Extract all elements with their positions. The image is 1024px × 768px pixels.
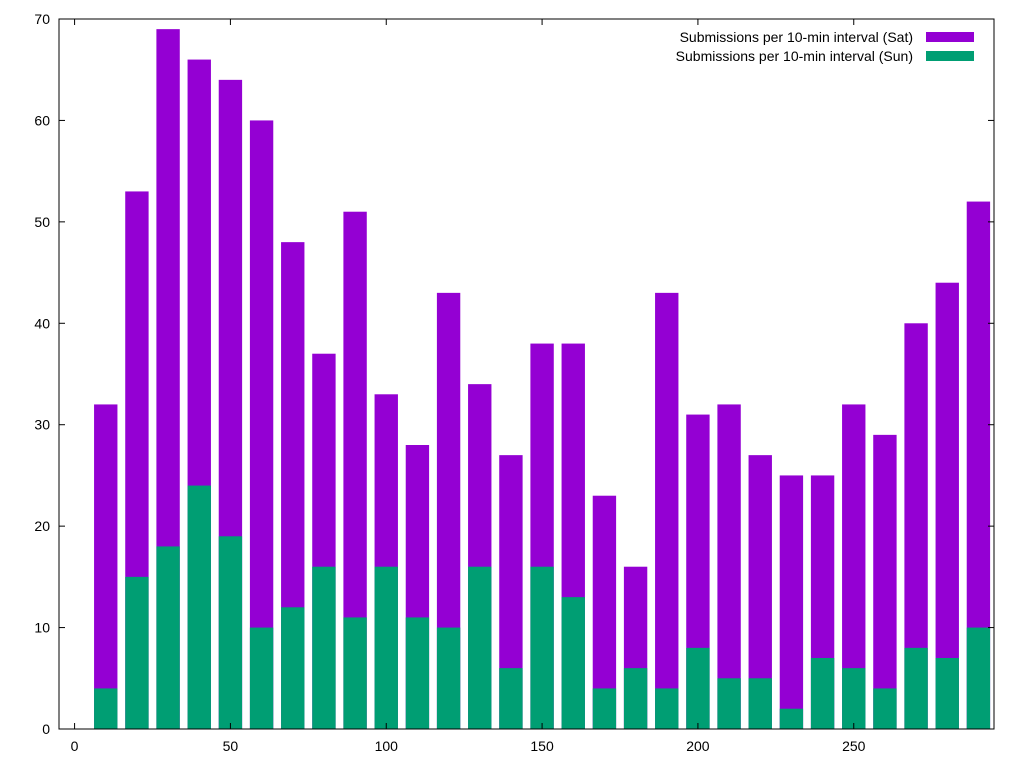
x-tick-label-50: 50 [223,738,239,754]
bar-sat-210 [717,404,741,729]
bar-sun-80 [312,566,336,729]
bar-sat-140 [499,455,523,729]
x-tick-label-0: 0 [71,738,79,754]
bar-sun-280 [935,658,959,729]
y-tick-label-50: 50 [34,214,50,230]
y-tick-label-60: 60 [34,112,50,128]
plot-frame [58,18,995,730]
bar-sun-260 [873,688,897,729]
bar-sun-240 [810,658,835,729]
bar-sun-130 [468,566,492,729]
y-tick-label-10: 10 [34,620,50,636]
bar-sun-90 [343,617,367,729]
bar-sun-150 [530,566,554,729]
bar-sun-220 [748,678,772,729]
bar-sat-250 [842,404,866,729]
bar-sat-190 [655,292,679,729]
y-tick-label-20: 20 [34,518,50,534]
bar-sun-170 [592,688,617,729]
y-tick-label-0: 0 [42,721,50,737]
bar-sun-140 [499,668,523,729]
bar-sun-20 [125,576,149,729]
bar-sun-290 [966,627,991,729]
bar-sun-30 [156,546,180,729]
bar-sat-270 [904,323,928,729]
y-tick-label-40: 40 [34,315,50,331]
bar-sat-230 [779,475,804,729]
bar-sun-120 [436,627,461,729]
bar-sun-50 [218,536,243,729]
tick-labels-layer: 0 10 20 30 40 50 60 70 0 50 100 150 200 250 [34,11,865,754]
bar-sat-260 [873,434,897,729]
bar-sat-220 [748,455,772,729]
bar-sun-40 [187,485,211,729]
bar-sun-70 [281,607,305,729]
bar-sat-280 [935,282,959,729]
bar-sat-10 [94,404,118,729]
bar-sat-120 [436,292,461,729]
bar-sat-60 [249,120,274,730]
legend: Submissions per 10-min interval (Sat) Su… [676,29,974,64]
bar-sun-10 [94,688,118,729]
x-tick-label-200: 200 [686,738,710,754]
bar-sun-160 [561,597,585,729]
bar-sun-60 [249,627,274,729]
bar-sat-90 [343,211,367,729]
bar-sun-210 [717,678,741,729]
bar-sat-70 [281,242,305,729]
bar-sun-230 [779,708,804,729]
bar-sun-200 [686,647,710,729]
x-tick-label-150: 150 [530,738,554,754]
bar-sat-290 [966,201,991,729]
bar-sun-100 [374,566,398,729]
bar-sun-250 [842,668,866,729]
bars-layer [94,29,991,730]
legend-swatch-sun [926,51,974,61]
bar-sun-110 [405,617,430,729]
x-tick-label-100: 100 [375,738,399,754]
x-tick-label-250: 250 [842,738,866,754]
legend-swatch-sat [926,32,974,42]
legend-label-sat: Submissions per 10-min interval (Sat) [680,29,913,45]
bar-sun-190 [655,688,679,729]
y-tick-label-70: 70 [34,11,50,27]
bar-sat-170 [592,495,617,729]
y-tick-label-30: 30 [34,417,50,433]
bar-sun-270 [904,647,928,729]
legend-label-sun: Submissions per 10-min interval (Sun) [676,48,913,64]
bar-sun-180 [623,668,648,729]
